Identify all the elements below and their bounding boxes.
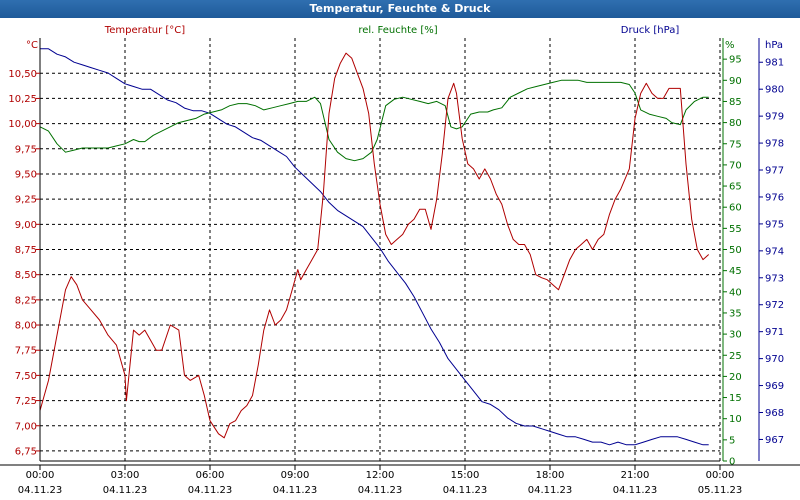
temperature-tick-label: 8,75 bbox=[15, 245, 37, 256]
temperature-tick-label: 7,50 bbox=[15, 371, 37, 382]
temperature-tick-label: 6,75 bbox=[15, 446, 37, 457]
humidity-tick-label: 40 bbox=[729, 287, 742, 298]
temperature-tick-label: 7,25 bbox=[15, 396, 37, 407]
humidity-tick-label: 10 bbox=[729, 414, 742, 425]
chart-title-bar: Temperatur, Feuchte & Druck bbox=[0, 0, 800, 18]
humidity-tick-label: 60 bbox=[729, 203, 742, 214]
x-tick-date-label: 04.11.23 bbox=[358, 485, 403, 496]
x-tick-date-label: 04.11.23 bbox=[528, 485, 573, 496]
x-tick-time-label: 09:00 bbox=[281, 470, 310, 481]
humidity-unit-label: % bbox=[725, 40, 735, 51]
series-layer bbox=[39, 48, 710, 446]
humidity-series-line bbox=[39, 79, 709, 162]
x-tick-time-label: 00:00 bbox=[26, 470, 55, 481]
pressure-tick-label: 978 bbox=[765, 139, 784, 150]
humidity-tick-label: 55 bbox=[729, 224, 742, 235]
humidity-tick-label: 5 bbox=[729, 435, 735, 446]
temperature-tick-label: 8,50 bbox=[15, 270, 37, 281]
temperature-tick-label: 8,00 bbox=[15, 321, 37, 332]
x-tick-date-label: 04.11.23 bbox=[613, 485, 658, 496]
temperature-series-line bbox=[39, 52, 710, 439]
humidity-tick-label: 95 bbox=[729, 55, 742, 66]
pressure-tick-label: 975 bbox=[765, 219, 784, 230]
temperature-tick-label: 10,50 bbox=[8, 69, 37, 80]
x-tick-time-label: 18:00 bbox=[536, 470, 565, 481]
temperature-tick-label: 7,75 bbox=[15, 346, 37, 357]
x-tick-time-label: 00:00 bbox=[706, 470, 735, 481]
x-tick-date-label: 04.11.23 bbox=[443, 485, 488, 496]
humidity-tick-label: 85 bbox=[729, 97, 742, 108]
axes-layer: 00:00 04.11.23 03:00 04.11.23 06:00 04.11.23 0… bbox=[0, 38, 800, 496]
temperature-tick-label: 9,50 bbox=[15, 169, 37, 180]
temperature-tick-label: 9,75 bbox=[15, 144, 37, 155]
x-tick-date-label: 04.11.23 bbox=[18, 485, 63, 496]
x-tick-date-label: 04.11.23 bbox=[188, 485, 233, 496]
chart-title: Temperatur, Feuchte & Druck bbox=[309, 2, 491, 15]
humidity-tick-label: 25 bbox=[729, 351, 742, 362]
humidity-tick-label: 75 bbox=[729, 139, 742, 150]
pressure-legend-label: Druck [hPa] bbox=[621, 25, 680, 36]
temperature-tick-label: 9,25 bbox=[15, 195, 37, 206]
x-tick-date-label: 05.11.23 bbox=[698, 485, 743, 496]
x-tick-time-label: 03:00 bbox=[111, 470, 140, 481]
pressure-tick-label: 971 bbox=[765, 327, 784, 338]
pressure-series-line bbox=[40, 48, 709, 446]
temperature-tick-label: 9,00 bbox=[15, 220, 37, 231]
humidity-tick-label: 20 bbox=[729, 372, 742, 383]
humidity-tick-label: 35 bbox=[729, 308, 742, 319]
x-tick-time-label: 15:00 bbox=[451, 470, 480, 481]
humidity-legend-label: rel. Feuchte [%] bbox=[358, 25, 437, 36]
humidity-tick-label: 15 bbox=[729, 393, 742, 404]
humidity-tick-label: 0 bbox=[729, 457, 735, 468]
x-tick-time-label: 06:00 bbox=[196, 470, 225, 481]
x-tick-date-label: 04.11.23 bbox=[273, 485, 318, 496]
pressure-tick-label: 973 bbox=[765, 273, 784, 284]
temperature-tick-label: 10,25 bbox=[8, 94, 37, 105]
pressure-tick-label: 981 bbox=[765, 58, 784, 69]
pressure-tick-label: 970 bbox=[765, 354, 784, 365]
humidity-tick-label: 65 bbox=[729, 182, 742, 193]
temperature-unit-label: °C bbox=[26, 40, 38, 51]
humidity-tick-label: 45 bbox=[729, 266, 742, 277]
temperature-tick-label: 8,25 bbox=[15, 295, 37, 306]
temperature-tick-label: 10,00 bbox=[8, 119, 37, 130]
humidity-tick-label: 90 bbox=[729, 76, 742, 87]
humidity-tick-label: 30 bbox=[729, 330, 742, 341]
humidity-tick-label: 50 bbox=[729, 245, 742, 256]
x-tick-time-label: 12:00 bbox=[366, 470, 395, 481]
temperature-legend-label: Temperatur [°C] bbox=[104, 25, 185, 36]
pressure-unit-label: hPa bbox=[765, 40, 783, 51]
temperature-tick-label: 7,00 bbox=[15, 421, 37, 432]
humidity-tick-label: 80 bbox=[729, 118, 742, 129]
pressure-tick-label: 979 bbox=[765, 112, 784, 123]
pressure-tick-label: 968 bbox=[765, 408, 784, 419]
x-tick-time-label: 21:00 bbox=[621, 470, 650, 481]
pressure-tick-label: 967 bbox=[765, 435, 784, 446]
pressure-tick-label: 969 bbox=[765, 381, 784, 392]
pressure-tick-label: 976 bbox=[765, 192, 784, 203]
pressure-tick-label: 974 bbox=[765, 246, 784, 257]
pressure-tick-label: 977 bbox=[765, 166, 784, 177]
pressure-tick-label: 980 bbox=[765, 85, 784, 96]
humidity-tick-label: 70 bbox=[729, 160, 742, 171]
pressure-tick-label: 972 bbox=[765, 300, 784, 311]
x-tick-date-label: 04.11.23 bbox=[103, 485, 148, 496]
